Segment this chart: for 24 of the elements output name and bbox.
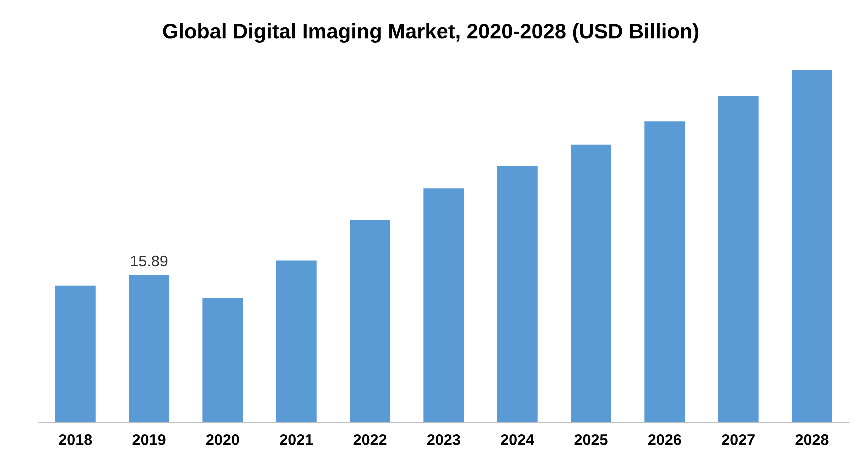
chart-title: Global Digital Imaging Market, 2020-2028 (USD Billion) bbox=[163, 24, 699, 44]
x-tick-label: 2020 bbox=[206, 434, 240, 446]
x-tick-label: 2022 bbox=[354, 434, 387, 446]
bar bbox=[129, 275, 170, 423]
x-tick-label: 2028 bbox=[796, 434, 829, 446]
x-tick-label: 2023 bbox=[427, 434, 460, 446]
bar bbox=[350, 220, 391, 423]
bar bbox=[276, 260, 317, 423]
x-tick-label: 2021 bbox=[280, 434, 314, 446]
x-tick-label: 2024 bbox=[501, 434, 535, 446]
data-label: 15.89 bbox=[131, 256, 168, 267]
bar bbox=[497, 166, 538, 423]
bar bbox=[55, 286, 96, 423]
x-tick-label: 2027 bbox=[722, 434, 755, 446]
x-tick-label: 2019 bbox=[132, 434, 166, 446]
bar bbox=[202, 298, 244, 423]
x-tick-label: 2018 bbox=[59, 434, 92, 446]
bar bbox=[718, 96, 759, 423]
bar bbox=[792, 70, 832, 423]
bar bbox=[570, 144, 612, 423]
x-tick-label: 2026 bbox=[648, 434, 682, 446]
bar bbox=[424, 188, 464, 423]
bar bbox=[644, 122, 686, 423]
x-tick-label: 2025 bbox=[574, 434, 608, 446]
